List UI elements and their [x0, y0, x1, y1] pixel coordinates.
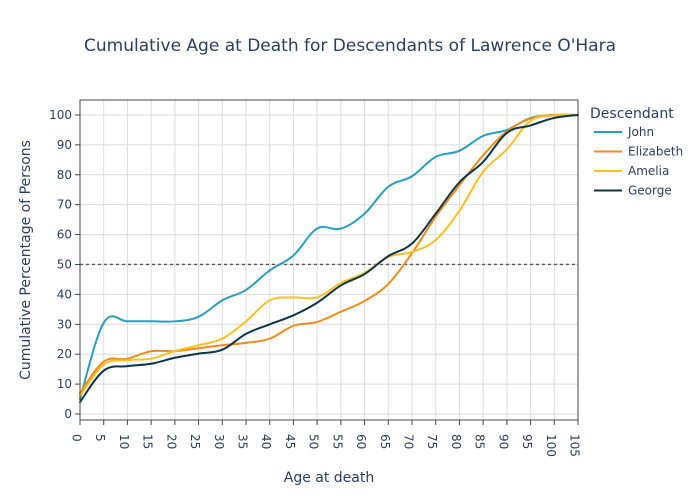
series-line-elizabeth: [79, 113, 579, 395]
x-tick-label: 15: [141, 434, 155, 449]
x-tick-label: 105: [568, 434, 582, 457]
series-line-amelia: [79, 113, 579, 398]
x-tick-label: 85: [473, 434, 487, 449]
series-line-john: [79, 113, 579, 401]
x-tick-label: 25: [188, 434, 202, 449]
x-tick-label: 10: [117, 434, 131, 449]
x-tick-label: 5: [93, 434, 107, 442]
x-tick-label: 50: [307, 434, 321, 449]
x-tick-label: 90: [496, 434, 510, 449]
x-axis-title: Age at death: [284, 470, 375, 486]
y-tick-label: 80: [57, 168, 72, 182]
x-tick-label: 20: [164, 434, 178, 449]
y-tick-label: 70: [57, 198, 72, 212]
x-tick-label: 40: [259, 434, 273, 449]
legend-title: Descendant: [590, 106, 674, 122]
x-tick-label: 30: [212, 434, 226, 449]
x-tick-label: 65: [378, 434, 392, 449]
legend-label-george: George: [628, 184, 672, 198]
series-lines: [79, 113, 579, 404]
y-axis-title: Cumulative Percentage of Persons: [18, 140, 34, 380]
chart-title: Cumulative Age at Death for Descendants …: [84, 36, 616, 56]
y-tick-label: 40: [57, 287, 72, 301]
y-tick-label: 90: [57, 138, 72, 152]
x-tick-label: 45: [283, 434, 297, 449]
plot-frame: [79, 99, 579, 421]
y-tick-label: 10: [57, 377, 72, 391]
x-tick-label: 95: [520, 434, 534, 449]
x-tick-label: 0: [70, 434, 84, 442]
y-axis-ticks: 0 10 20 30 40 50 60 70 80 90 100: [49, 108, 80, 421]
gridlines: [79, 100, 579, 420]
legend-label-john: John: [627, 125, 654, 139]
x-tick-label: 55: [330, 434, 344, 449]
y-tick-label: 20: [57, 347, 72, 361]
x-tick-label: 100: [544, 434, 558, 457]
x-tick-label: 75: [425, 434, 439, 449]
x-tick-label: 70: [402, 434, 416, 449]
y-tick-label: 50: [57, 257, 72, 271]
legend-label-elizabeth: Elizabeth: [628, 145, 683, 159]
x-tick-label: 35: [236, 434, 250, 449]
y-tick-label: 60: [57, 228, 72, 242]
y-tick-label: 30: [57, 317, 72, 331]
y-tick-label: 0: [64, 407, 72, 421]
x-tick-label: 60: [354, 434, 368, 449]
x-axis-ticks: 0 5 10 15 20 25 30 35 40 45 50 55 60 65 70 75 80 85 90 95 10…: [70, 420, 582, 457]
y-tick-label: 100: [49, 108, 72, 122]
series-line-george: [79, 113, 579, 404]
legend: Descendant John Elizabeth Amelia George: [590, 106, 683, 198]
legend-label-amelia: Amelia: [628, 164, 669, 178]
x-tick-label: 80: [449, 434, 463, 449]
